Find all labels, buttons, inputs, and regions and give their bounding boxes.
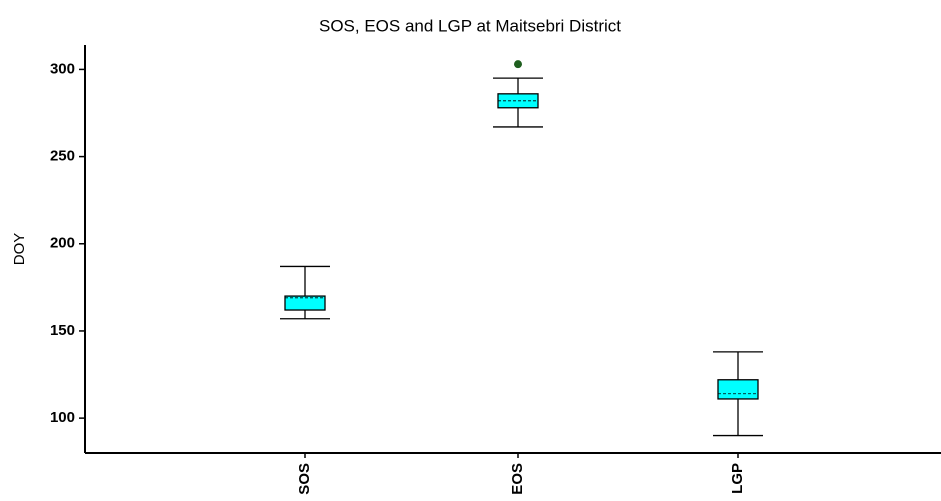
chart-title: SOS, EOS and LGP at Maitsebri District	[319, 16, 621, 35]
x-tick-label: EOS	[509, 463, 526, 495]
outlier	[514, 60, 522, 69]
box	[284, 295, 326, 311]
y-tick-label: 150	[50, 322, 75, 339]
x-tick-label: SOS	[296, 463, 313, 495]
y-tick-label: 250	[50, 148, 75, 165]
y-tick-label: 200	[50, 235, 75, 252]
x-tick-label: LGP	[729, 463, 746, 494]
y-axis-label: DOY	[11, 233, 28, 266]
y-tick-label: 100	[50, 409, 75, 426]
box	[717, 379, 759, 400]
y-tick-label: 300	[50, 60, 75, 77]
